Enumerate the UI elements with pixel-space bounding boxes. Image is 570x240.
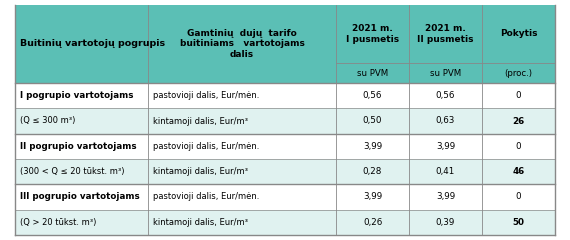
Text: Pokytis: Pokytis: [500, 30, 538, 38]
Text: 2021 m.
I pusmetis: 2021 m. I pusmetis: [346, 24, 399, 44]
Text: 0,26: 0,26: [363, 218, 382, 227]
Bar: [15, 134, 555, 159]
Text: 0,28: 0,28: [363, 167, 382, 176]
Text: 3,99: 3,99: [436, 142, 455, 151]
Text: 2021 m.
II pusmetis: 2021 m. II pusmetis: [417, 24, 474, 44]
Bar: [15, 83, 555, 108]
Text: (300 < Q ≤ 20 tūkst. m³): (300 < Q ≤ 20 tūkst. m³): [20, 167, 124, 176]
Text: kintamoji dalis, Eur/m³: kintamoji dalis, Eur/m³: [153, 167, 248, 176]
Text: 0,63: 0,63: [436, 116, 455, 126]
Text: 0,41: 0,41: [436, 167, 455, 176]
Text: su PVM: su PVM: [430, 68, 461, 78]
Text: pastovioji dalis, Eur/mėn.: pastovioji dalis, Eur/mėn.: [153, 192, 259, 202]
Text: II pogrupio vartotojams: II pogrupio vartotojams: [20, 142, 137, 151]
Text: 3,99: 3,99: [436, 192, 455, 202]
Text: 0: 0: [516, 192, 522, 202]
Text: 0,50: 0,50: [363, 116, 382, 126]
Text: pastovioji dalis, Eur/mėn.: pastovioji dalis, Eur/mėn.: [153, 142, 259, 151]
Text: 0,56: 0,56: [363, 91, 382, 100]
Text: Buitinių vartotojų pogrupis: Buitinių vartotojų pogrupis: [20, 40, 165, 48]
Text: 50: 50: [512, 218, 524, 227]
Text: I pogrupio vartotojams: I pogrupio vartotojams: [20, 91, 133, 100]
Text: III pogrupio vartotojams: III pogrupio vartotojams: [20, 192, 140, 202]
Bar: [15, 108, 555, 134]
Text: 0: 0: [516, 142, 522, 151]
Bar: [15, 5, 555, 83]
Bar: [15, 210, 555, 235]
Text: kintamoji dalis, Eur/m³: kintamoji dalis, Eur/m³: [153, 116, 248, 126]
Text: 0,56: 0,56: [436, 91, 455, 100]
Text: 0: 0: [516, 91, 522, 100]
Text: 46: 46: [512, 167, 524, 176]
Text: 26: 26: [512, 116, 524, 126]
Text: su PVM: su PVM: [357, 68, 388, 78]
Text: 0,39: 0,39: [436, 218, 455, 227]
Text: kintamoji dalis, Eur/m³: kintamoji dalis, Eur/m³: [153, 218, 248, 227]
Text: (Q > 20 tūkst. m³): (Q > 20 tūkst. m³): [20, 218, 96, 227]
Bar: [15, 184, 555, 210]
Text: pastovioji dalis, Eur/mėn.: pastovioji dalis, Eur/mėn.: [153, 91, 259, 100]
Bar: [15, 159, 555, 184]
Text: (Q ≤ 300 m³): (Q ≤ 300 m³): [20, 116, 75, 126]
Text: (proc.): (proc.): [504, 68, 532, 78]
Text: 3,99: 3,99: [363, 192, 382, 202]
Text: 3,99: 3,99: [363, 142, 382, 151]
Text: Gamtinių  dujų  tarifo
buitiniams   vartotojams
dalis: Gamtinių dujų tarifo buitiniams vartotoj…: [180, 29, 304, 59]
